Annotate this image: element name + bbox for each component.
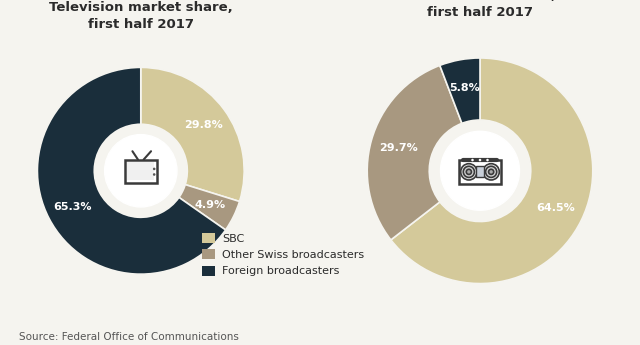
Wedge shape xyxy=(141,67,244,201)
Text: 29.8%: 29.8% xyxy=(184,120,223,130)
Circle shape xyxy=(483,164,499,180)
Circle shape xyxy=(488,169,493,175)
Wedge shape xyxy=(367,66,462,240)
Wedge shape xyxy=(391,58,593,284)
Circle shape xyxy=(153,168,156,170)
Circle shape xyxy=(440,131,520,210)
Circle shape xyxy=(467,169,472,175)
Legend: SBC, Other Swiss broadcasters, Foreign broadcasters: SBC, Other Swiss broadcasters, Foreign b… xyxy=(198,228,369,281)
Text: 29.7%: 29.7% xyxy=(379,143,418,153)
Bar xyxy=(125,160,157,183)
Text: 5.8%: 5.8% xyxy=(449,82,480,92)
Circle shape xyxy=(471,159,474,161)
Wedge shape xyxy=(440,58,480,124)
Circle shape xyxy=(104,135,177,207)
Circle shape xyxy=(461,164,477,180)
Bar xyxy=(459,160,501,184)
Title: Television market share,
first half 2017: Television market share, first half 2017 xyxy=(49,1,233,31)
Text: 65.3%: 65.3% xyxy=(52,201,92,211)
Circle shape xyxy=(479,159,481,161)
Text: Source: Federal Office of Communications: Source: Federal Office of Communications xyxy=(19,332,239,342)
Text: 64.5%: 64.5% xyxy=(536,203,575,213)
Bar xyxy=(476,167,484,177)
Title: Radio market share,
first half 2017: Radio market share, first half 2017 xyxy=(404,0,556,19)
Circle shape xyxy=(153,173,156,176)
Text: 4.9%: 4.9% xyxy=(195,200,226,210)
Wedge shape xyxy=(179,185,239,230)
Circle shape xyxy=(486,159,489,161)
Circle shape xyxy=(463,166,474,177)
Wedge shape xyxy=(37,67,225,274)
Bar xyxy=(127,162,154,180)
Circle shape xyxy=(486,166,497,177)
